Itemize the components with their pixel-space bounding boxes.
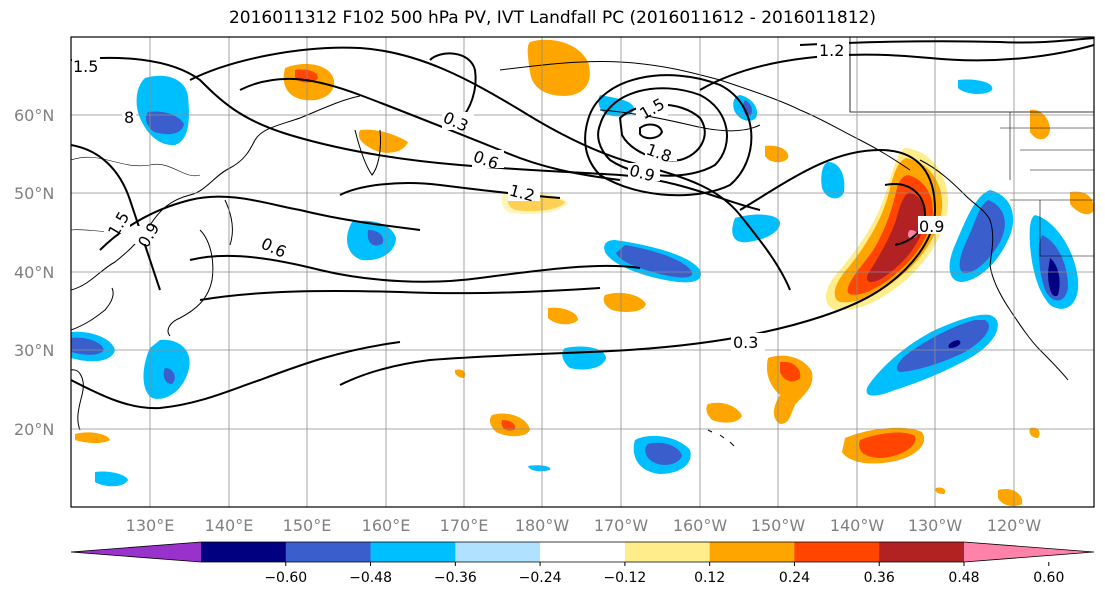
pv-contours <box>71 37 1094 410</box>
negative-anomaly-coast <box>949 190 1079 309</box>
lon-tick-label: 160°E <box>362 516 411 535</box>
lon-tick-label: 130°E <box>126 516 175 535</box>
figure-title: 2016011312 F102 500 hPa PV, IVT Landfall… <box>228 8 876 28</box>
lon-tick-label: 140°W <box>830 516 885 535</box>
map-frame <box>70 36 1095 508</box>
colorbar-bin <box>455 542 541 562</box>
colorbar-tick-label: −0.36 <box>434 570 477 586</box>
colorbar-bin <box>794 542 880 562</box>
colorbar-bin <box>201 542 287 562</box>
colorbar-tick-label: 0.12 <box>694 570 725 586</box>
colorbar-tick-label: 0.60 <box>1033 570 1064 586</box>
lon-tick-label: 120°W <box>987 516 1042 535</box>
colorbar-bin <box>624 542 711 562</box>
contour-label: 1.2 <box>819 41 844 60</box>
colorbar-tick-label: −0.24 <box>519 570 562 586</box>
contour-label: 8 <box>124 108 134 127</box>
colorbar-bin <box>879 542 965 562</box>
colorbar-tick-label: −0.48 <box>349 570 392 586</box>
lon-tick-label: 180°W <box>515 516 570 535</box>
lon-tick-label: 170°E <box>440 516 489 535</box>
lat-tick-label: 60°N <box>14 106 54 125</box>
colorbar-tick-label: 0.48 <box>948 570 979 586</box>
colorbar-bin <box>540 542 626 562</box>
colorbar-extend-low <box>71 542 201 562</box>
lon-tick-label: 150°W <box>751 516 806 535</box>
lat-tick-label: 50°N <box>14 184 54 203</box>
lon-tick-label: 160°W <box>673 516 728 535</box>
lat-tick-label: 40°N <box>14 263 54 282</box>
colorbar-outline <box>70 541 1095 563</box>
colorbar-tick-label: 0.24 <box>779 570 810 586</box>
lon-tick-label: 170°W <box>594 516 649 535</box>
colorbar-bin <box>709 542 795 562</box>
contour-label: 0.9 <box>919 217 944 236</box>
colorbar-extend-high <box>964 542 1094 562</box>
negative-anomaly-subtropics <box>866 314 998 396</box>
colorbar: −0.60 −0.48 −0.36 −0.24 −0.12 0.12 0.24 0.36 0.4… <box>70 541 1095 586</box>
lat-tick-label: 20°N <box>14 420 54 439</box>
lon-tick-label: 140°E <box>205 516 254 535</box>
colorbar-bin <box>285 542 372 562</box>
positive-anomaly-westcoast <box>825 148 949 311</box>
contour-label: 0.3 <box>733 333 758 352</box>
colorbar-bin <box>370 542 456 562</box>
lon-tick-label: 150°E <box>283 516 332 535</box>
colorbar-tick-label: 0.36 <box>864 570 895 586</box>
lat-tick-label: 30°N <box>14 341 54 360</box>
colorbar-tick-label: −0.60 <box>264 570 307 586</box>
colorbar-tick-label: −0.12 <box>603 570 646 586</box>
contour-label: 1.5 <box>73 57 98 76</box>
lon-tick-label: 130°W <box>908 516 963 535</box>
